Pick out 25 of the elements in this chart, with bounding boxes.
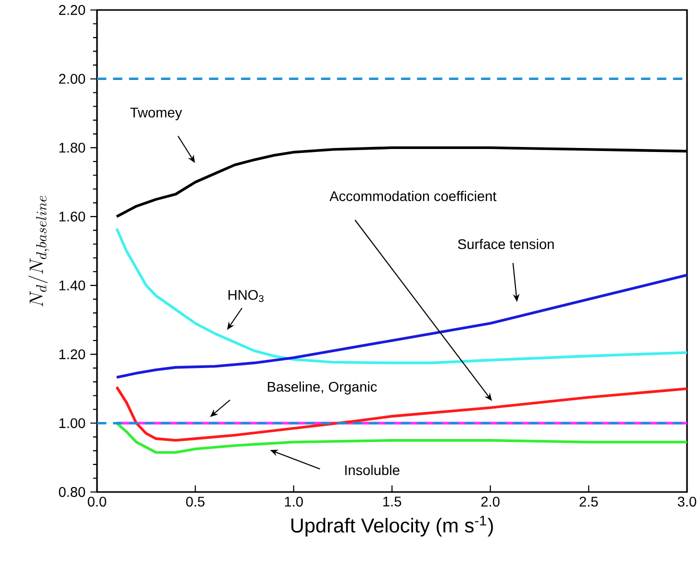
y-tick-label: 2.00 bbox=[59, 74, 86, 84]
x-tick-label: 3.0 bbox=[678, 496, 696, 507]
y-tick-label: 1.40 bbox=[59, 280, 86, 290]
y-axis-title: $N_{d}/N_{d,baseline}$ bbox=[28, 196, 50, 307]
y-tick-label: 1.20 bbox=[59, 349, 86, 360]
y-tick-label: 2.20 bbox=[59, 5, 86, 15]
annotation: Baseline, Organic bbox=[268, 381, 377, 395]
x-tick-label: 2.0 bbox=[481, 496, 500, 507]
y-tick-label: 1.80 bbox=[59, 142, 86, 153]
annotation: Accommodation coefficient bbox=[330, 190, 496, 202]
x-tick-label: 1.0 bbox=[285, 496, 303, 507]
line-series bbox=[115, 274, 688, 379]
x-tick-label: 0.5 bbox=[186, 496, 204, 507]
annotation: Twomey bbox=[130, 108, 182, 120]
annotation: HNO$_{3}$ bbox=[228, 290, 264, 302]
x-axis-title: Updraft Velocity (m s$^{-1}$) bbox=[291, 516, 493, 537]
y-tick-label: 0.80 bbox=[58, 487, 86, 497]
line-series bbox=[115, 422, 688, 454]
x-tick-label: 1.5 bbox=[383, 496, 402, 506]
x-tick-label: 2.5 bbox=[580, 496, 598, 507]
x-tick-label: 0.0 bbox=[88, 496, 106, 507]
y-tick-label: 1.60 bbox=[59, 212, 86, 222]
annotation: Surface tension bbox=[458, 238, 554, 250]
annotation: Insoluble bbox=[345, 464, 400, 476]
y-tick-label: 1.00 bbox=[59, 418, 86, 428]
